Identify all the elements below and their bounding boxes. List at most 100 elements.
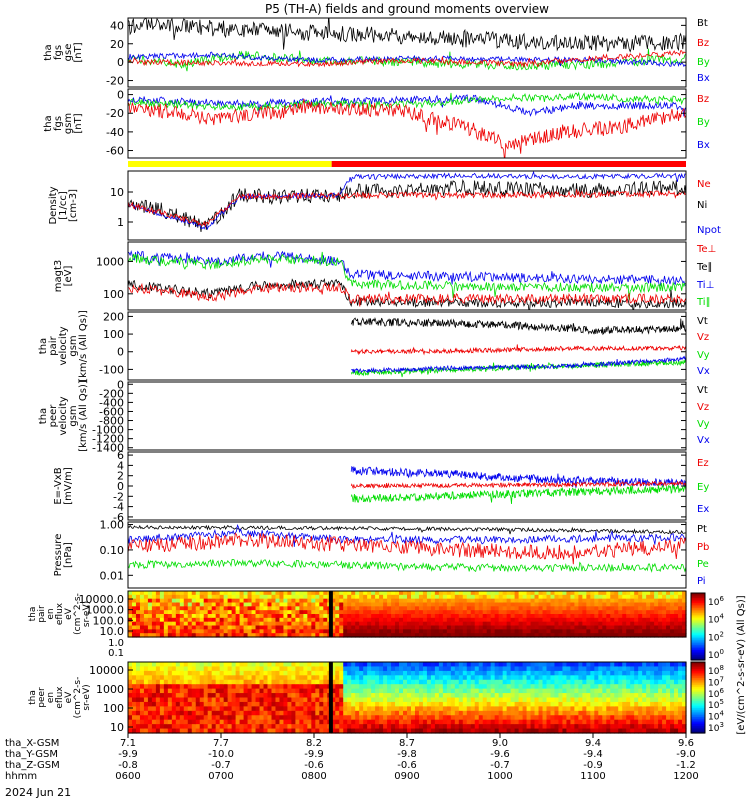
spectrogram-cell xyxy=(462,684,468,690)
spectrogram-cell xyxy=(363,675,368,681)
spectrogram-cell xyxy=(179,614,185,619)
spectrogram-cell xyxy=(498,621,504,627)
spectrogram-cell xyxy=(482,621,488,627)
spectrogram-cell xyxy=(626,670,631,676)
spectrogram-cell xyxy=(478,670,484,676)
y-tick-label: -200 xyxy=(99,387,124,400)
spectrogram-cell xyxy=(526,598,532,604)
spectrogram-cell xyxy=(410,728,416,734)
spectrogram-cell xyxy=(199,688,205,694)
spectrogram-cell xyxy=(239,715,245,721)
spectrogram-cell xyxy=(379,693,384,699)
spectrogram-cell xyxy=(295,610,300,615)
spectrogram-cell xyxy=(518,688,524,694)
spectrogram-cell xyxy=(403,693,408,699)
spectrogram-cell xyxy=(199,617,205,623)
colorbar-tick-label: 102 xyxy=(708,630,724,643)
spectrogram-cell xyxy=(203,715,209,721)
spectrogram-cell xyxy=(279,625,285,630)
spectrogram-cell xyxy=(359,724,364,730)
x-tick-label: -9.9 xyxy=(118,749,138,760)
spectrogram-cell xyxy=(442,679,448,685)
spectrogram-cell xyxy=(594,710,599,716)
spectrogram-cell xyxy=(315,666,320,672)
y-tick-label: 0.01 xyxy=(100,569,125,582)
colorbar-cell xyxy=(691,593,705,596)
spectrogram-cell xyxy=(147,697,153,703)
spectrogram-cell xyxy=(331,693,336,699)
spectrogram-cell xyxy=(131,602,137,607)
spectrogram-cell xyxy=(610,591,615,596)
spectrogram-cell xyxy=(295,715,300,721)
legend-Vx: Vx xyxy=(697,366,710,377)
spectrogram-cell xyxy=(458,666,464,672)
spectrogram-cell xyxy=(526,617,532,623)
spectrogram-cell xyxy=(175,617,181,623)
spectrogram-cell xyxy=(410,675,416,681)
spectrogram-cell xyxy=(155,693,161,699)
spectrogram-cell xyxy=(590,625,595,630)
spectrogram-cell xyxy=(614,629,619,634)
colorbar-cell xyxy=(691,608,705,611)
spectrogram-cell xyxy=(650,621,655,627)
spectrogram-cell xyxy=(183,688,189,694)
spectrogram-cell xyxy=(223,610,229,615)
spectrogram-cell xyxy=(494,621,500,627)
spectrogram-cell xyxy=(434,602,440,607)
spectrogram-cell xyxy=(442,715,448,721)
spectrogram-cell xyxy=(139,629,145,634)
spectrogram-cell xyxy=(303,614,308,619)
spectrogram-cell xyxy=(183,621,189,627)
spectrogram-cell xyxy=(131,625,137,630)
spectrogram-cell xyxy=(371,706,376,712)
spectrogram-cell xyxy=(414,728,420,734)
spectrogram-cell xyxy=(227,719,233,725)
spectrogram-cell xyxy=(534,719,540,725)
spectrogram-cell xyxy=(518,701,524,707)
spectrogram-cell xyxy=(630,621,635,627)
spectrogram-cell xyxy=(128,675,133,681)
spectrogram-cell xyxy=(550,614,556,619)
spectrogram-cell xyxy=(538,621,544,627)
spectrogram-cell xyxy=(303,662,308,668)
spectrogram-cell xyxy=(462,614,468,619)
spectrogram-cell xyxy=(195,693,201,699)
spectrogram-cell xyxy=(171,662,177,668)
spectrogram-cell xyxy=(128,614,133,619)
spectrogram-cell xyxy=(426,719,432,725)
spectrogram-cell xyxy=(267,602,273,607)
spectrogram-cell xyxy=(179,666,185,672)
spectrogram-cell xyxy=(486,675,492,681)
spectrogram-cell xyxy=(187,697,193,703)
spectrogram-cell xyxy=(347,728,352,734)
spectrogram-cell xyxy=(582,602,587,607)
spectrogram-cell xyxy=(450,617,456,623)
spectrogram-cell xyxy=(315,610,320,615)
spectrogram-cell xyxy=(550,625,556,630)
spectrogram-cell xyxy=(175,684,181,690)
spectrogram-cell xyxy=(391,710,396,716)
spectrogram-cell xyxy=(410,625,416,630)
spectrogram-cell xyxy=(403,621,408,627)
spectrogram-cell xyxy=(450,688,456,694)
spectrogram-cell xyxy=(410,606,416,611)
spectrogram-cell xyxy=(542,675,548,681)
spectrogram-cell xyxy=(319,706,324,712)
spectrogram-cell xyxy=(658,697,663,703)
spectrogram-cell xyxy=(474,670,480,676)
spectrogram-cell xyxy=(399,719,404,725)
spectrogram-cell xyxy=(128,594,133,600)
spectrogram-cell xyxy=(271,602,277,607)
spectrogram-cell xyxy=(395,621,400,627)
spectrogram-cell xyxy=(379,684,384,690)
spectrogram-cell xyxy=(670,617,675,623)
spectrogram-cell xyxy=(163,728,169,734)
x-tick-label: -0.7 xyxy=(211,760,231,771)
spectrogram-cell xyxy=(299,728,304,734)
spectrogram-cell xyxy=(231,629,237,634)
spectrogram-cell xyxy=(323,684,328,690)
spectrogram-cell xyxy=(263,633,269,638)
spectrogram-cell xyxy=(458,715,464,721)
colorbar-cell xyxy=(691,594,705,597)
spectrogram-cell xyxy=(646,724,651,730)
